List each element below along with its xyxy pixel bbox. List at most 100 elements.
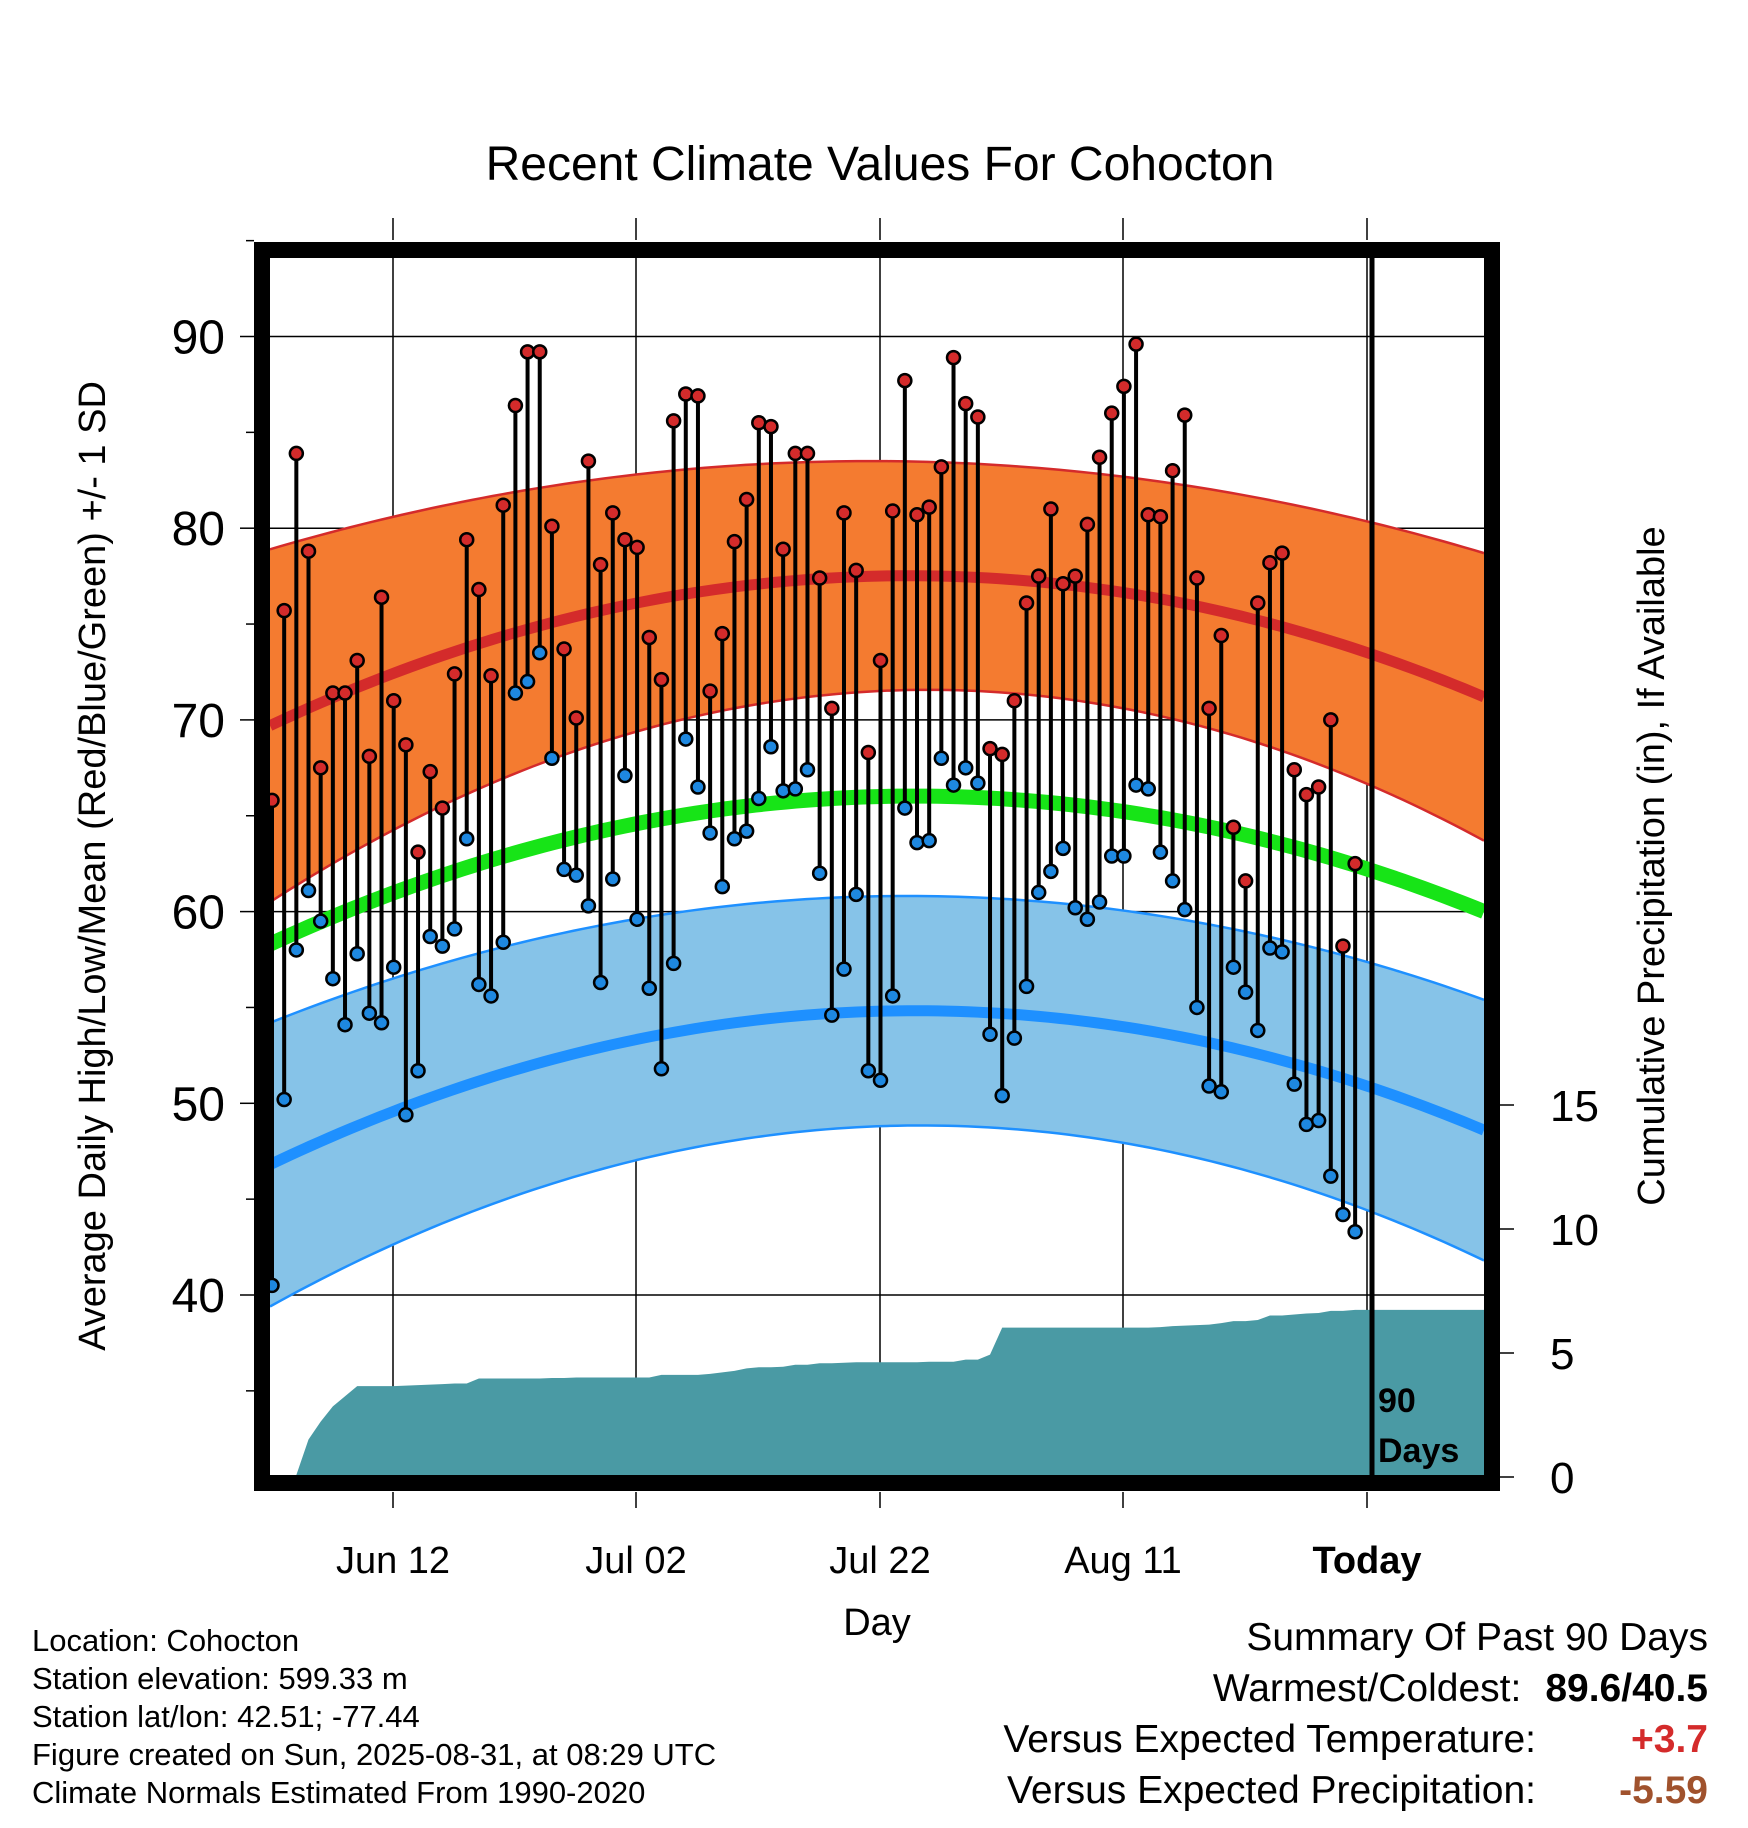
daily-high-point <box>434 800 451 816</box>
y2-tick-label: 5 <box>1550 1330 1574 1379</box>
daily-low-point <box>385 959 402 975</box>
station-latlon: Station lat/lon: 42.51; -77.44 <box>32 1699 420 1734</box>
daily-high-point <box>592 556 609 573</box>
daily-low-point <box>1323 1168 1339 1184</box>
normal-bands <box>266 459 1487 1308</box>
y-tick-label: 40 <box>172 1270 225 1323</box>
daily-high-point <box>702 683 718 699</box>
daily-low-point <box>300 882 317 899</box>
today-days-number: 90 <box>1378 1382 1416 1420</box>
high-band-upper-edge <box>269 459 1485 555</box>
daily-high-point <box>921 499 937 515</box>
daily-low-point <box>994 1087 1010 1104</box>
daily-low-point <box>1225 959 1242 975</box>
daily-high-point <box>1116 378 1132 395</box>
daily-high-point <box>629 539 645 556</box>
daily-low-point <box>1177 901 1193 918</box>
daily-low-point <box>811 865 828 882</box>
daily-low-point <box>884 988 901 1004</box>
daily-low-point <box>799 761 816 778</box>
station-info: Location: Cohocton Station elevation: 59… <box>32 1622 716 1812</box>
daily-high-point <box>665 413 682 429</box>
low-band-lower-edge <box>269 1124 1485 1308</box>
daily-high-point <box>471 581 487 598</box>
daily-low-point <box>422 928 438 945</box>
daily-low-point <box>1347 1223 1363 1240</box>
y-tick-label: 80 <box>172 503 225 556</box>
daily-low-point <box>1335 1206 1351 1223</box>
daily-low-point <box>398 1107 414 1123</box>
y-axis-label: Average Daily High/Low/Mean (Red/Blue/Gr… <box>72 381 114 1351</box>
daily-low-point <box>909 834 925 851</box>
precipitation-area <box>272 1309 1484 1475</box>
daily-high-point <box>531 344 548 360</box>
daily-high-point <box>714 625 731 642</box>
daily-high-point <box>483 668 499 684</box>
vs-precip-value: -5.59 <box>1619 1769 1708 1812</box>
daily-low-point <box>751 790 767 807</box>
daily-high-point <box>811 570 828 586</box>
daily-high-point <box>970 409 986 425</box>
daily-high-point <box>982 740 998 757</box>
daily-high-point <box>349 652 365 669</box>
daily-high-point <box>738 491 755 508</box>
daily-low-point <box>848 886 864 903</box>
daily-high-point <box>1189 570 1205 586</box>
daily-high-point <box>1201 700 1217 717</box>
figure-created: Figure created on Sun, 2025-08-31, at 08… <box>32 1737 717 1772</box>
daily-low-point <box>1091 894 1108 910</box>
daily-high-point <box>1152 508 1169 525</box>
x-tick-label: Aug 11 <box>1064 1540 1182 1582</box>
summary-vs-temperature: Versus Expected Temperature: +3.7 <box>1003 1714 1708 1765</box>
x-axis-label: Day <box>843 1602 911 1644</box>
normal-low-line <box>267 1005 1487 1170</box>
daily-high-point <box>1347 855 1363 872</box>
today-days-word: Days <box>1378 1432 1459 1470</box>
vs-temp-label: Versus Expected Temperature: <box>1003 1718 1536 1761</box>
daily-high-point <box>1067 568 1083 584</box>
y2-tick-label: 10 <box>1550 1206 1599 1255</box>
daily-low-point <box>1152 844 1169 860</box>
vs-precip-label: Versus Expected Precipitation: <box>1007 1769 1536 1812</box>
low-band <box>270 895 1484 1307</box>
daily-low-point <box>1213 1084 1230 1100</box>
daily-low-point <box>629 911 645 928</box>
daily-high-point <box>945 349 962 366</box>
daily-low-point <box>1237 984 1254 1000</box>
precip-cumulative-area <box>272 1309 1484 1475</box>
summary-warmest-coldest: Warmest/Coldest: 89.6/40.5 <box>1003 1663 1708 1714</box>
daily-high-point <box>1335 938 1351 954</box>
daily-low-point <box>714 878 731 895</box>
daily-high-point <box>763 418 779 435</box>
daily-high-point <box>836 505 852 521</box>
daily-low-point <box>373 1015 390 1031</box>
daily-high-point <box>300 543 317 559</box>
daily-low-point <box>1030 884 1047 901</box>
daily-high-point <box>1250 595 1266 611</box>
daily-low-point <box>970 775 986 791</box>
daily-low-point <box>458 831 475 847</box>
daily-high-point <box>605 505 621 521</box>
x-tick-label: Jul 22 <box>829 1540 930 1582</box>
daily-low-point <box>1043 863 1059 880</box>
daily-low-point <box>933 750 950 766</box>
daily-low-point <box>556 861 572 878</box>
warmest-coldest-label: Warmest/Coldest: <box>1212 1667 1522 1710</box>
daily-low-point <box>945 777 962 793</box>
daily-high-point <box>556 641 572 657</box>
daily-low-point <box>1189 999 1205 1016</box>
daily-low-point <box>349 946 365 962</box>
daily-high-point <box>1274 545 1290 561</box>
daily-low-point <box>337 1016 353 1033</box>
daily-low-point <box>1116 848 1132 864</box>
daily-low-point <box>921 832 937 849</box>
y2-tick-label: 15 <box>1550 1082 1599 1131</box>
daily-high-point <box>276 602 292 619</box>
daily-low-point <box>605 871 621 887</box>
daily-high-point <box>690 388 706 404</box>
daily-low-point <box>726 831 743 847</box>
coldest-value: 40.5 <box>1632 1667 1708 1710</box>
daily-low-point <box>957 760 974 776</box>
y-tick-label: 70 <box>172 695 225 748</box>
